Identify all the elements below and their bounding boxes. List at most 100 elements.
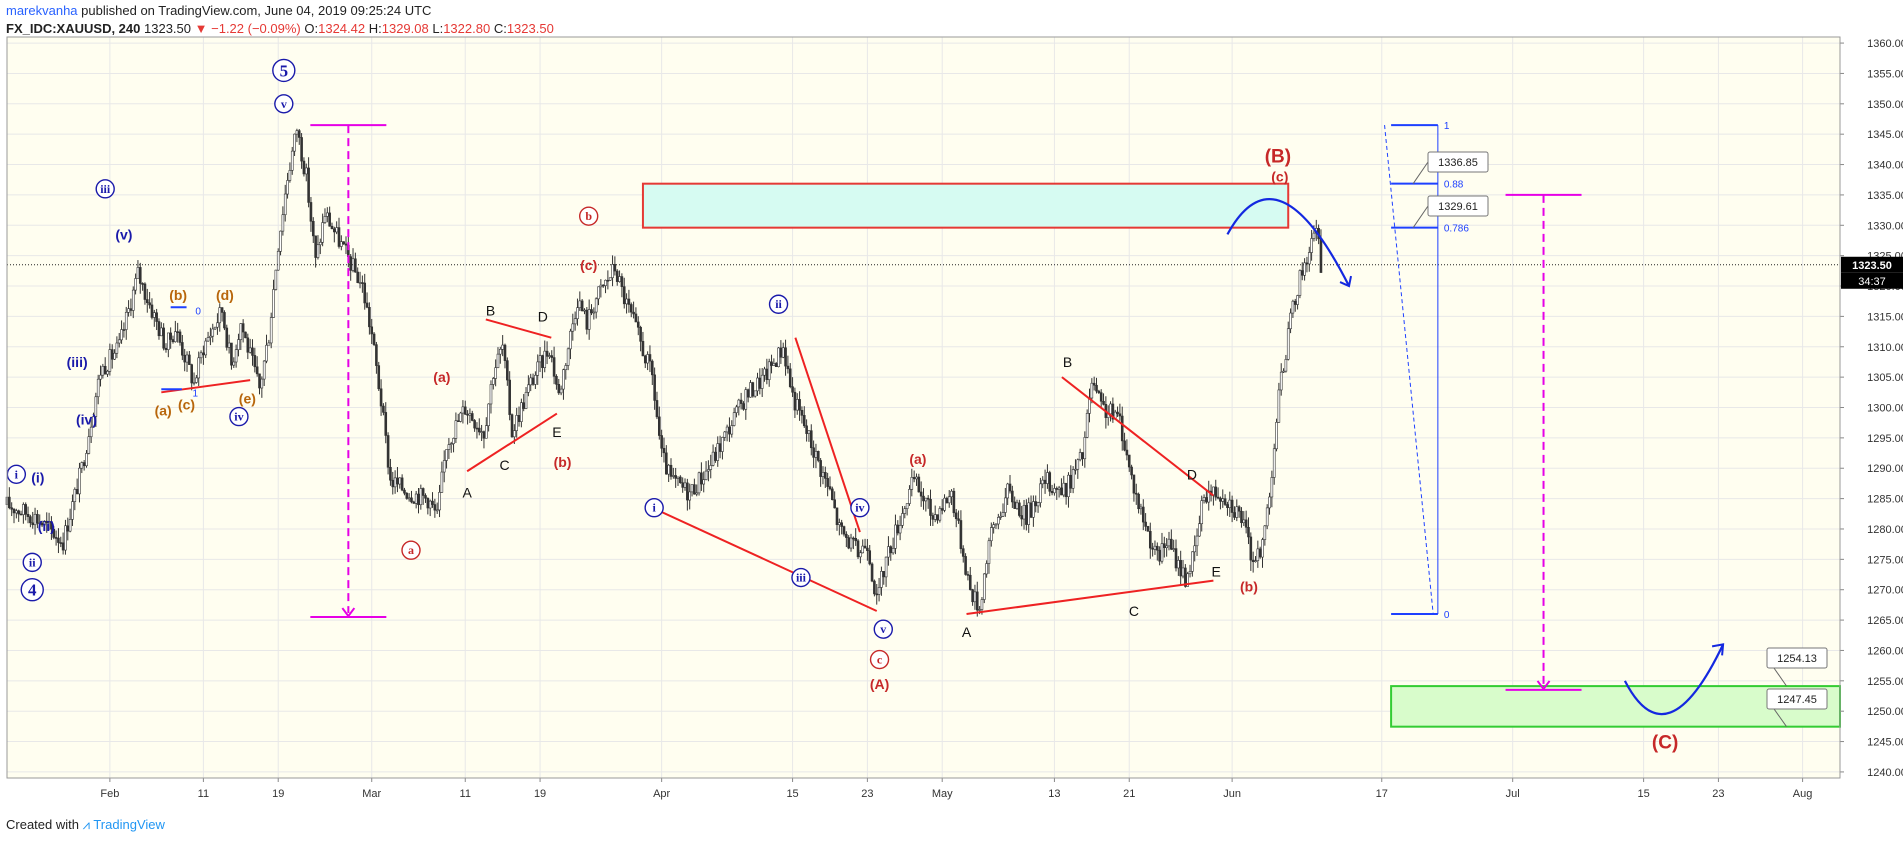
candle-body xyxy=(260,378,264,389)
callout-box xyxy=(1766,688,1828,710)
candle xyxy=(852,536,855,550)
candle-body xyxy=(924,497,928,502)
candle-body xyxy=(950,490,953,498)
candle-body xyxy=(279,230,282,252)
candle-body xyxy=(463,406,467,415)
candle-body xyxy=(576,307,579,320)
candle xyxy=(1008,475,1012,494)
candle xyxy=(106,369,109,377)
candle-body xyxy=(665,452,668,475)
wave-label: (iii) xyxy=(67,354,88,370)
candle-body xyxy=(244,331,247,339)
candle xyxy=(999,511,1002,520)
candle-body xyxy=(375,344,378,366)
candle xyxy=(419,484,423,510)
projection-arrowhead xyxy=(1711,643,1725,656)
candle-body xyxy=(82,462,86,467)
candle-body xyxy=(894,524,897,549)
candle xyxy=(428,499,432,517)
candle xyxy=(515,407,518,438)
candle xyxy=(919,481,923,507)
candle xyxy=(468,408,472,423)
candle-body xyxy=(10,507,13,510)
candle-body xyxy=(59,542,63,544)
time-tick-label: Aug xyxy=(1793,788,1813,800)
candle xyxy=(573,311,577,331)
candle-body xyxy=(1111,403,1115,420)
candle-body xyxy=(753,390,757,397)
candle xyxy=(449,441,453,453)
candle-body xyxy=(412,501,416,504)
candle xyxy=(1205,490,1208,504)
candle xyxy=(1109,401,1112,422)
candle xyxy=(244,331,247,339)
candle-body xyxy=(1195,535,1199,547)
candle-body xyxy=(702,479,706,485)
candle-body xyxy=(323,216,327,223)
time-tick-label: 21 xyxy=(1123,788,1135,800)
candle-body xyxy=(856,540,860,558)
projection-curve xyxy=(1226,198,1351,287)
candle xyxy=(503,343,507,369)
time-tick-label: 13 xyxy=(1048,788,1060,800)
candle-body xyxy=(38,522,42,525)
candle xyxy=(910,468,914,497)
wave-circle xyxy=(20,578,44,602)
candle-body xyxy=(573,318,577,325)
candle xyxy=(662,437,666,463)
candle xyxy=(54,530,58,546)
candle xyxy=(856,539,860,559)
candle-body xyxy=(938,508,942,521)
candle xyxy=(47,512,51,531)
candle-body xyxy=(487,403,490,426)
candle-body xyxy=(1284,359,1288,372)
candle-body xyxy=(162,327,165,349)
author-link[interactable]: marekvanha xyxy=(6,3,78,18)
candle xyxy=(1263,525,1267,546)
candle-body xyxy=(1095,384,1098,392)
candle-body xyxy=(174,331,177,343)
candle xyxy=(283,184,287,222)
candle-body xyxy=(501,344,504,350)
candle xyxy=(1141,499,1145,531)
candle xyxy=(403,487,406,496)
candle-body xyxy=(548,355,551,357)
candle xyxy=(190,363,194,391)
wave-text: (iii) xyxy=(67,354,88,370)
candle xyxy=(508,371,511,421)
candle xyxy=(772,358,776,366)
candle xyxy=(87,428,91,455)
symbol-name[interactable]: FX_IDC:XAUUSD, 240 xyxy=(6,21,141,36)
candle-body xyxy=(795,399,799,411)
candle xyxy=(1048,470,1052,497)
candle xyxy=(1277,382,1281,423)
candle-body xyxy=(693,484,696,495)
candle xyxy=(555,374,558,390)
candle-body xyxy=(898,525,902,534)
candle-body xyxy=(866,547,869,551)
candle-body xyxy=(428,500,432,509)
candle xyxy=(650,359,654,386)
price-tick-label: 1340.00 xyxy=(1867,160,1903,172)
tradingview-brand-link[interactable]: TradingView xyxy=(93,817,165,832)
wave-text: (a) xyxy=(155,403,172,419)
candle xyxy=(943,494,946,513)
candle-body xyxy=(945,497,949,504)
wave-label: E xyxy=(552,424,561,440)
candle-body xyxy=(237,339,240,350)
candle xyxy=(12,507,16,524)
wave-label: (iv) xyxy=(76,412,97,428)
candle-body xyxy=(213,326,217,330)
wave-text: E xyxy=(1212,563,1221,579)
candle xyxy=(1060,478,1063,496)
candle xyxy=(1001,503,1005,518)
candle xyxy=(239,323,243,350)
candle-body xyxy=(728,426,731,435)
candle xyxy=(744,387,748,420)
candle xyxy=(349,253,352,281)
candle xyxy=(466,410,469,425)
candle xyxy=(779,340,783,364)
candle-body xyxy=(36,513,39,524)
candle xyxy=(552,346,556,385)
